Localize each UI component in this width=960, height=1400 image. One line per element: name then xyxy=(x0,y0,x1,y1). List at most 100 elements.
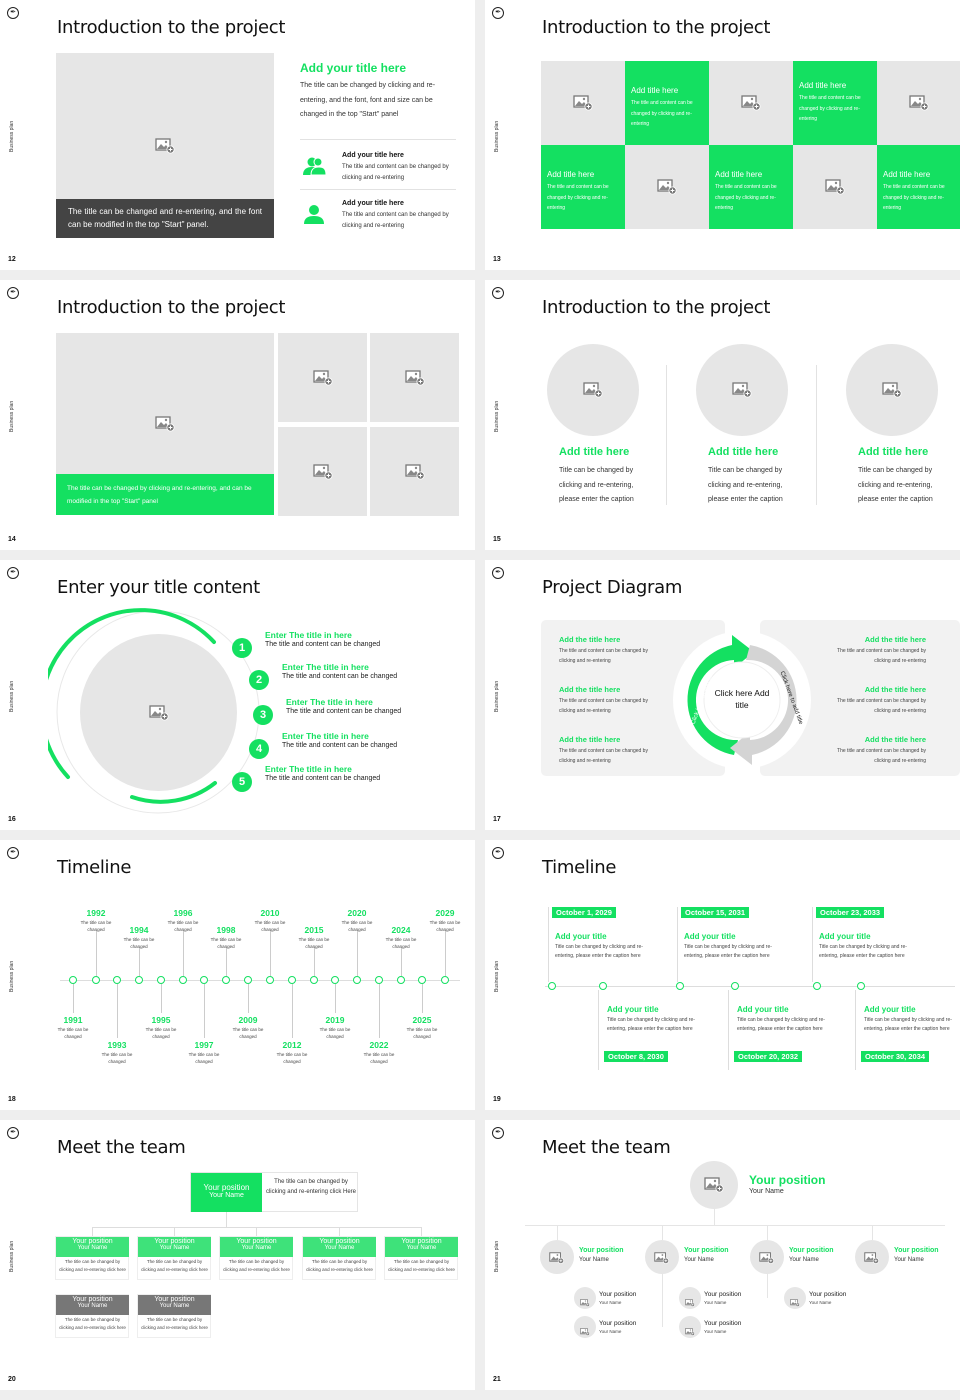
slide-14[interactable]: ✒ Business plan 14 Introduction to the proj… xyxy=(0,280,475,550)
slide-19[interactable]: ✒ Business plan 19 Timeline October 1, 2029 A… xyxy=(485,840,960,1110)
member-photo[interactable] xyxy=(784,1287,806,1309)
event-text: Title can be changed by clicking and re-… xyxy=(737,1017,825,1032)
image-placeholder-icon[interactable] xyxy=(654,1251,670,1264)
page-number: 15 xyxy=(493,536,501,543)
slide-21[interactable]: ✒ Business plan 21 Meet the team Your positi… xyxy=(485,1120,960,1390)
member-photo[interactable] xyxy=(540,1240,574,1274)
image-placeholder-icon[interactable] xyxy=(864,1251,880,1264)
member-photo[interactable] xyxy=(574,1287,596,1309)
timeline-dot[interactable] xyxy=(157,976,165,984)
timeline-dot[interactable] xyxy=(310,976,318,984)
member-card[interactable]: Your position Your Name The title can be c… xyxy=(219,1236,293,1280)
image-placeholder-icon[interactable] xyxy=(580,1323,590,1336)
timeline-dot[interactable] xyxy=(857,982,865,990)
member-card[interactable]: Your position Your Name The title can be c… xyxy=(55,1294,129,1338)
image-placeholder[interactable] xyxy=(877,61,960,145)
image-placeholder[interactable] xyxy=(370,333,459,422)
slide-16[interactable]: ✒ Business plan 16 Enter your title content… xyxy=(0,560,475,830)
member-card[interactable]: Your position Your Name The title can be c… xyxy=(384,1236,458,1280)
feature-cell[interactable]: Add title here The title and content can … xyxy=(877,145,960,229)
image-placeholder[interactable] xyxy=(541,61,625,145)
timeline-dot[interactable] xyxy=(288,976,296,984)
image-placeholder-icon[interactable] xyxy=(155,416,175,432)
image-placeholder-icon[interactable] xyxy=(404,463,425,480)
timeline-dot[interactable] xyxy=(599,982,607,990)
image-placeholder-icon[interactable] xyxy=(549,1251,565,1264)
image-placeholder-icon[interactable] xyxy=(882,382,902,398)
item-text: The title and content can be changed xyxy=(265,641,381,648)
image-placeholder-icon[interactable] xyxy=(404,369,425,386)
slide-17[interactable]: ✒ Business plan 17 Project Diagram Click her… xyxy=(485,560,960,830)
member-photo[interactable] xyxy=(574,1316,596,1338)
timeline-dot[interactable] xyxy=(397,976,405,984)
timeline-dot[interactable] xyxy=(676,982,684,990)
timeline-dot[interactable] xyxy=(92,976,100,984)
image-placeholder-icon[interactable] xyxy=(573,95,593,111)
timeline-dot[interactable] xyxy=(222,976,230,984)
image-placeholder-icon[interactable] xyxy=(657,179,677,195)
timeline-dot[interactable] xyxy=(244,976,252,984)
timeline-dot[interactable] xyxy=(813,982,821,990)
timeline-dot[interactable] xyxy=(731,982,739,990)
image-placeholder-icon[interactable] xyxy=(148,704,169,721)
timeline-dot[interactable] xyxy=(375,976,383,984)
feature-cell[interactable]: Add title here The title and content can … xyxy=(625,61,709,145)
image-placeholder[interactable] xyxy=(846,344,938,436)
image-placeholder-icon[interactable] xyxy=(741,95,761,111)
slide-13[interactable]: ✒ Business plan 13 Introduction to the proj… xyxy=(485,0,960,270)
image-placeholder-icon[interactable] xyxy=(312,463,333,480)
timeline-dot[interactable] xyxy=(266,976,274,984)
timeline-dot[interactable] xyxy=(331,976,339,984)
top-member-photo[interactable] xyxy=(690,1161,738,1209)
member-card[interactable]: Your position Your Name The title can be c… xyxy=(55,1236,129,1280)
image-placeholder-icon[interactable] xyxy=(685,1323,695,1336)
member-photo[interactable] xyxy=(645,1240,679,1274)
image-placeholder[interactable] xyxy=(80,634,237,791)
image-placeholder-icon[interactable] xyxy=(583,382,603,398)
image-placeholder[interactable] xyxy=(547,344,639,436)
image-placeholder[interactable] xyxy=(709,61,793,145)
cycle-diagram[interactable] xyxy=(672,630,812,770)
image-placeholder[interactable] xyxy=(278,427,367,516)
feature-cell[interactable]: Add title here The title and content can … xyxy=(709,145,793,229)
image-placeholder-icon[interactable] xyxy=(732,382,752,398)
slide-15[interactable]: ✒ Business plan 15 Introduction to the proj… xyxy=(485,280,960,550)
image-placeholder-icon[interactable] xyxy=(825,179,845,195)
image-placeholder-icon[interactable] xyxy=(685,1294,695,1307)
timeline-dot[interactable] xyxy=(179,976,187,984)
member-photo[interactable] xyxy=(679,1287,701,1309)
image-placeholder-icon[interactable] xyxy=(759,1251,775,1264)
slide-20[interactable]: ✒ Business plan 20 Meet the team Your positi… xyxy=(0,1120,475,1390)
pen-nib-logo-icon: ✒ xyxy=(492,847,504,859)
member-photo[interactable] xyxy=(679,1316,701,1338)
timeline-dot[interactable] xyxy=(353,976,361,984)
top-member-card[interactable]: Your position Your Name The title can be c… xyxy=(190,1172,358,1212)
image-placeholder[interactable] xyxy=(625,145,709,229)
image-placeholder[interactable] xyxy=(793,145,877,229)
member-photo[interactable] xyxy=(855,1240,889,1274)
timeline-dot[interactable] xyxy=(200,976,208,984)
member-card[interactable]: Your position Your Name The title can be c… xyxy=(302,1236,376,1280)
feature-cell[interactable]: Add title here The title and content can … xyxy=(541,145,625,229)
member-card[interactable]: Your position Your Name The title can be c… xyxy=(137,1294,211,1338)
image-placeholder-icon[interactable] xyxy=(580,1294,590,1307)
image-placeholder[interactable] xyxy=(696,344,788,436)
slide-12[interactable]: ✒ Business plan 12 Introduction to the proj… xyxy=(0,0,475,270)
slide-18[interactable]: ✒ Business plan 18 Timeline 1991 The title ca… xyxy=(0,840,475,1110)
timeline-dot[interactable] xyxy=(548,982,556,990)
timeline-dot[interactable] xyxy=(69,976,77,984)
timeline-dot[interactable] xyxy=(135,976,143,984)
timeline-dot[interactable] xyxy=(113,976,121,984)
image-placeholder-icon[interactable] xyxy=(909,95,929,111)
feature-cell[interactable]: Add title here The title and content can … xyxy=(793,61,877,145)
image-placeholder-icon[interactable] xyxy=(155,137,175,154)
image-placeholder-icon[interactable] xyxy=(312,369,333,386)
timeline-dot[interactable] xyxy=(418,976,426,984)
image-placeholder-icon[interactable] xyxy=(790,1294,800,1307)
image-placeholder[interactable] xyxy=(370,427,459,516)
image-placeholder-icon[interactable] xyxy=(704,1177,724,1193)
member-card[interactable]: Your position Your Name The title can be c… xyxy=(137,1236,211,1280)
timeline-dot[interactable] xyxy=(441,976,449,984)
image-placeholder[interactable] xyxy=(278,333,367,422)
member-photo[interactable] xyxy=(750,1240,784,1274)
